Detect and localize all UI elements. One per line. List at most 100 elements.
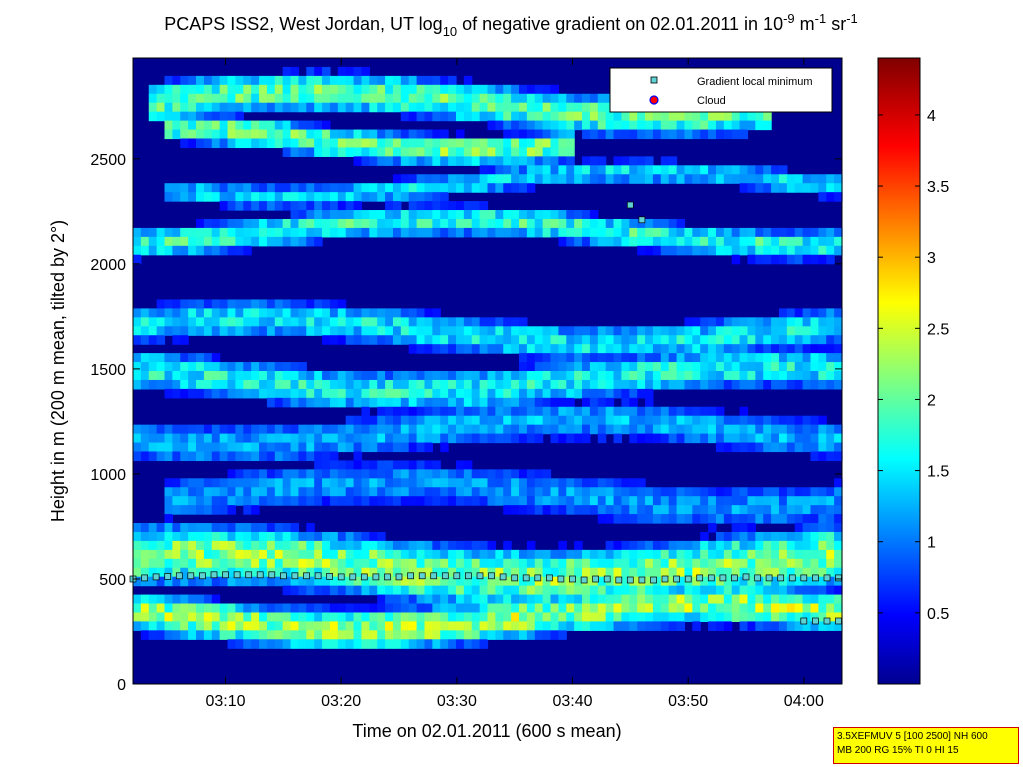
heatmap-cell <box>700 344 709 354</box>
heatmap-cell <box>739 165 749 175</box>
heatmap-cell <box>203 379 213 390</box>
heatmap-cell <box>818 326 827 336</box>
heatmap-cell <box>416 379 426 390</box>
heatmap-cell <box>416 585 426 596</box>
heatmap-cell <box>715 353 725 363</box>
heatmap-cell <box>684 120 693 131</box>
x-tick-label: 03:20 <box>321 693 361 710</box>
heatmap-cell <box>668 505 678 515</box>
heatmap-cell <box>345 433 355 444</box>
heatmap-cell <box>731 326 741 336</box>
heatmap-cell <box>440 129 449 140</box>
heatmap-cell <box>558 344 567 354</box>
heatmap-cell <box>495 93 504 104</box>
heatmap-cell <box>369 442 378 453</box>
heatmap-cell <box>574 344 583 354</box>
heatmap-cell <box>424 460 433 470</box>
heatmap-cell <box>211 442 221 453</box>
heatmap-cell <box>172 496 181 506</box>
heatmap-cell <box>361 129 370 140</box>
heatmap-cell <box>322 478 331 488</box>
heatmap-cell <box>582 415 591 426</box>
heatmap-cell <box>219 317 229 327</box>
heatmap-cell <box>810 585 819 596</box>
heatmap-cell <box>834 514 843 524</box>
heatmap-cell <box>377 621 386 631</box>
heatmap-cell <box>148 308 158 318</box>
heatmap-cell <box>455 388 465 399</box>
heatmap-cell <box>196 603 205 614</box>
heatmap-cell <box>763 254 772 265</box>
heatmap-cell <box>700 433 709 444</box>
heatmap-cell <box>613 174 623 184</box>
heatmap-cell <box>274 129 284 140</box>
heatmap-cell <box>550 93 559 104</box>
heatmap-cell <box>219 379 229 390</box>
heatmap-cell <box>314 210 323 220</box>
heatmap-cell <box>148 353 158 363</box>
heatmap-cell <box>274 630 284 640</box>
gradient-minimum-marker <box>141 574 148 582</box>
heatmap-cell <box>763 442 772 453</box>
heatmap-cell <box>715 371 725 381</box>
heatmap-cell <box>534 156 544 166</box>
heatmap-cell <box>794 531 804 542</box>
heatmap-cell <box>645 505 654 515</box>
heatmap-cell <box>345 415 355 426</box>
heatmap-cell <box>645 406 654 417</box>
heatmap-cell <box>164 371 173 381</box>
heatmap-cell <box>786 621 796 631</box>
heatmap-cell <box>629 371 638 381</box>
heatmap-cell <box>818 317 827 327</box>
heatmap-cell <box>432 326 441 336</box>
heatmap-cell <box>353 567 363 578</box>
heatmap-cell <box>203 442 213 453</box>
heatmap-cell <box>329 585 339 596</box>
heatmap-cell <box>558 478 567 488</box>
heatmap-cell <box>715 335 725 345</box>
heatmap-cell <box>345 129 355 140</box>
heatmap-cell <box>574 603 583 614</box>
heatmap-cell <box>731 317 741 327</box>
heatmap-cell <box>731 576 741 587</box>
heatmap-cell <box>708 594 717 605</box>
heatmap-cell <box>211 433 221 444</box>
heatmap-cell <box>763 111 772 122</box>
heatmap-cell <box>140 540 150 551</box>
heatmap-cell <box>259 236 268 247</box>
heatmap-cell <box>629 111 638 122</box>
heatmap-cell <box>589 415 599 426</box>
y-tick-label: 500 <box>99 572 126 589</box>
heatmap-cell <box>385 379 394 390</box>
heatmap-cell <box>353 192 363 202</box>
heatmap-cell <box>251 308 260 318</box>
heatmap-cell <box>621 424 630 435</box>
heatmap-cell <box>566 147 575 157</box>
heatmap-cell <box>306 192 315 202</box>
heatmap-cell <box>369 585 378 596</box>
heatmap-cell <box>834 245 843 256</box>
heatmap-cell <box>345 201 355 211</box>
heatmap-cell <box>558 371 567 381</box>
heatmap-cell <box>723 603 733 614</box>
heatmap-cell <box>337 335 347 345</box>
heatmap-cell <box>542 630 552 640</box>
heatmap-cell <box>235 102 244 113</box>
heatmap-cell <box>739 523 749 533</box>
heatmap-cell <box>329 567 339 578</box>
heatmap-cell <box>534 487 544 497</box>
heatmap-cell <box>455 415 465 426</box>
heatmap-cell <box>834 523 843 533</box>
heatmap-cell <box>219 93 229 104</box>
heatmap-cell <box>306 218 315 229</box>
heatmap-cell <box>440 84 449 95</box>
heatmap-cell <box>582 388 591 399</box>
heatmap-cell <box>424 639 433 649</box>
gradient-minimum-marker <box>788 574 796 582</box>
heatmap-cell <box>211 424 221 435</box>
heatmap-cell <box>408 156 418 166</box>
heatmap-cell <box>495 487 504 497</box>
heatmap-cell <box>826 192 835 202</box>
heatmap-cell <box>243 540 252 551</box>
heatmap-cell <box>455 469 465 479</box>
